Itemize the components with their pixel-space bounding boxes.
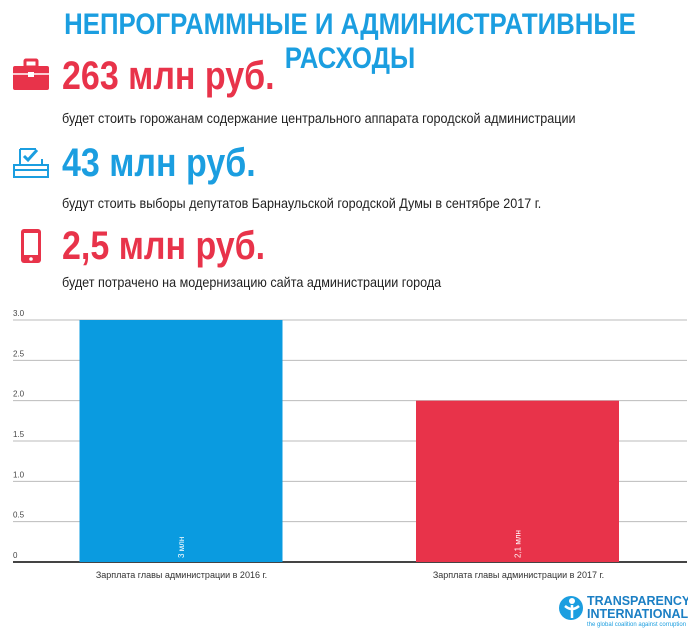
y-tick-label: 2.5: [13, 349, 25, 358]
y-tick-label: 1.0: [13, 470, 25, 479]
fact-value: 263 млн руб.: [62, 54, 275, 98]
svg-text:INTERNATIONAL: INTERNATIONAL: [587, 607, 688, 621]
x-category-label: Зарплата главы администрации в 2016 г.: [96, 570, 267, 580]
ballot-box-icon: [13, 148, 49, 178]
x-category-label: Зарплата главы администрации в 2017 г.: [433, 570, 604, 580]
fact-text: будут стоить выборы депутатов Барнаульск…: [62, 195, 542, 211]
y-tick-label: 3.0: [13, 309, 25, 318]
fact-value: 2,5 млн руб.: [62, 224, 266, 268]
briefcase-icon: [13, 58, 49, 90]
y-tick-label: 0.5: [13, 511, 25, 520]
fact-text: будет стоить горожанам содержание центра…: [62, 110, 576, 126]
y-tick-label: 2.0: [13, 390, 25, 399]
bar: [416, 400, 619, 562]
y-tick-label: 0: [13, 551, 18, 560]
fact-text: будет потрачено на модернизацию сайта ад…: [62, 274, 442, 290]
bar-chart: 0 0.5 1.0 1.5 2.0 2.5 3.0 3 млн Зарплата главы а…: [13, 309, 687, 580]
data-label: 3 млн: [177, 537, 186, 558]
page-title: НЕПРОГРАММНЫЕ И АДМИНИСТРАТИВНЫЕ РАСХОДЫ: [64, 8, 636, 75]
svg-text:the global coalition against c: the global coalition against corruption: [587, 622, 686, 628]
transparency-international-logo: TRANSPARENCY INTERNATIONAL the global co…: [558, 590, 691, 635]
bar: [79, 320, 283, 562]
data-label: 2,1 млн: [514, 530, 523, 558]
smartphone-icon: [21, 229, 41, 263]
y-tick-label: 1.5: [13, 430, 25, 439]
fact-value: 43 млн руб.: [62, 141, 256, 185]
svg-text:TRANSPARENCY: TRANSPARENCY: [587, 594, 688, 608]
